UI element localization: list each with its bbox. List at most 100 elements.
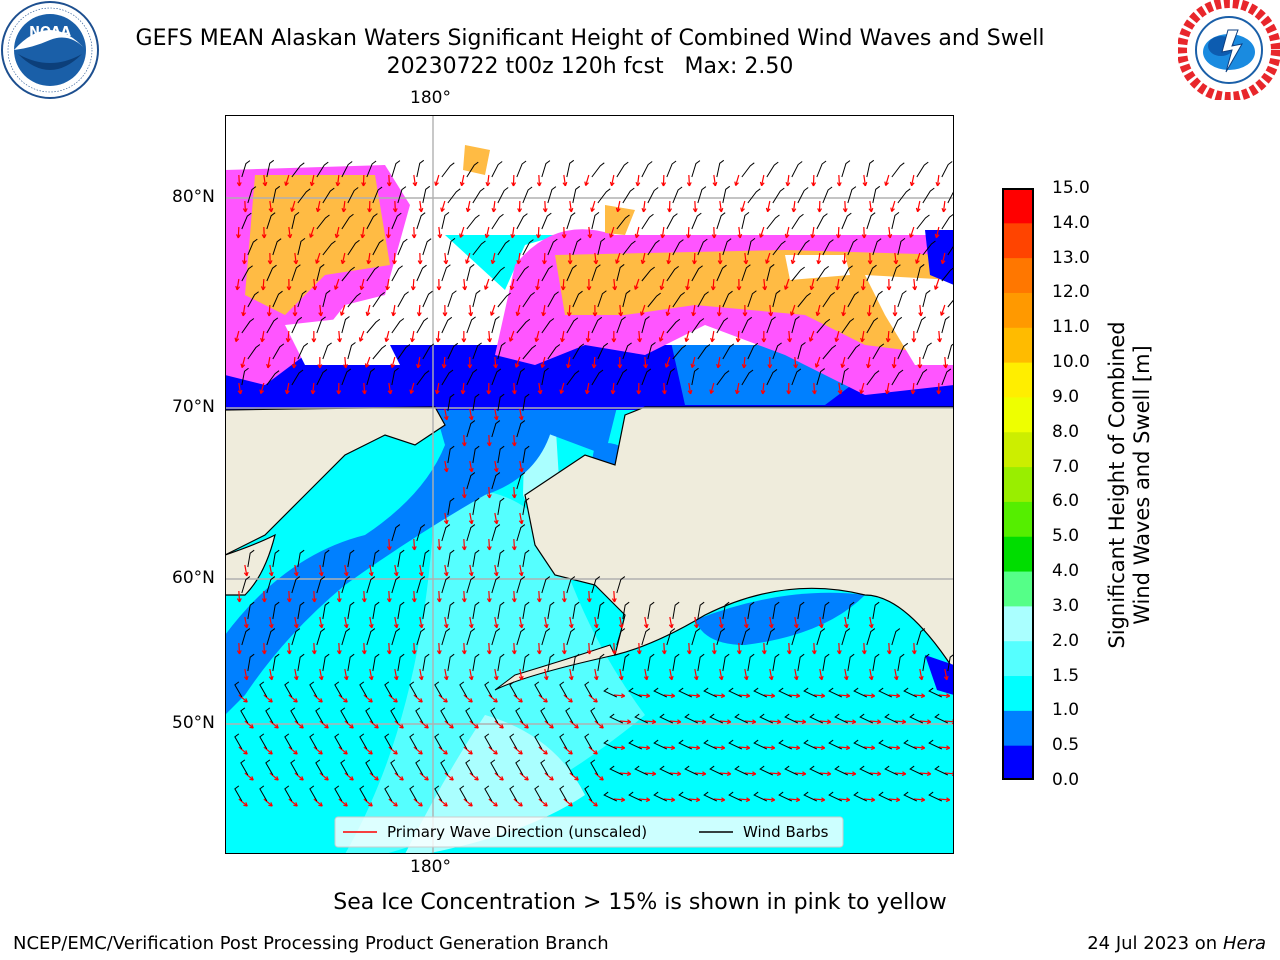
wave-arrow-head	[670, 693, 676, 699]
wave-arrow-head	[568, 698, 573, 703]
wave-arrow	[817, 252, 821, 264]
wave-arrow-head	[787, 338, 792, 343]
wind-barb	[822, 653, 830, 672]
wind-barb	[466, 316, 476, 334]
wave-arrow	[410, 382, 415, 394]
wind-barb	[409, 681, 418, 698]
wave-arrow	[586, 382, 590, 394]
wave-arrow	[719, 668, 723, 680]
wave-arrow-head	[335, 181, 341, 187]
wave-arrow	[237, 226, 240, 239]
wind-barb	[290, 759, 299, 776]
wave-arrow	[691, 356, 696, 368]
wave-arrow	[869, 616, 873, 628]
wave-arrow-head	[742, 312, 748, 317]
wind-barb	[472, 187, 485, 204]
wind-barb	[916, 214, 930, 230]
wave-arrow	[794, 772, 806, 775]
wind-barb	[716, 212, 726, 230]
wind-barb	[491, 213, 504, 230]
wind-barb	[241, 212, 252, 230]
wave-arrow-head	[587, 233, 593, 239]
wave-arrow	[919, 720, 931, 723]
wave-arrow-head	[876, 771, 882, 777]
wave-arrow	[360, 278, 365, 290]
wave-arrow	[741, 200, 746, 212]
wave-arrow-head	[768, 675, 774, 681]
wind-barb	[653, 739, 668, 750]
wave-arrow	[868, 304, 871, 317]
wave-arrow	[615, 252, 621, 264]
wave-arrow	[666, 304, 671, 316]
wind-barb	[391, 212, 402, 230]
wave-arrow-head	[640, 311, 645, 316]
wave-arrow-head	[866, 312, 872, 317]
colorbar-tick-label: 15.0	[1052, 178, 1090, 198]
wind-barb	[547, 344, 561, 360]
wind-barb	[841, 160, 851, 178]
wind-barb	[434, 681, 443, 698]
wave-arrow	[841, 356, 846, 368]
wind-barb	[241, 367, 249, 386]
wave-arrow	[340, 304, 346, 316]
wind-barb	[703, 687, 718, 698]
colorbar-segment	[1002, 466, 1034, 502]
wave-arrow	[713, 746, 725, 749]
wave-arrow-head	[761, 650, 767, 655]
wave-arrow-head	[359, 285, 365, 291]
wave-arrow	[438, 590, 441, 603]
colorbar-segment	[1002, 675, 1034, 711]
wind-barb	[728, 687, 743, 698]
wave-arrow-head	[861, 234, 867, 239]
wave-arrow	[494, 356, 497, 369]
wave-arrow	[484, 278, 490, 290]
wind-barb	[415, 707, 424, 724]
wave-arrow	[241, 356, 246, 368]
wave-arrow	[888, 694, 900, 697]
wave-arrow-head	[541, 311, 547, 317]
wave-arrow	[819, 668, 823, 680]
wave-arrow-head	[945, 693, 951, 699]
wave-arrow-head	[745, 745, 751, 751]
wind-barb	[322, 342, 332, 360]
wind-barb	[884, 713, 899, 724]
wind-barb	[616, 628, 626, 646]
credit-branch: NCEP/EMC/Verification Post Processing Pr…	[13, 933, 609, 954]
wind-barb	[641, 266, 655, 282]
wave-arrow-head	[486, 494, 492, 499]
wind-barb	[759, 765, 774, 776]
wave-arrow	[744, 252, 747, 264]
wind-barb	[666, 368, 675, 386]
wave-arrow-head	[651, 719, 657, 725]
wind-barb	[347, 292, 361, 308]
wave-arrow	[763, 642, 766, 655]
wind-barb	[822, 344, 837, 360]
wind-barb	[441, 576, 451, 594]
wave-arrow-head	[417, 260, 423, 265]
wave-arrow-head	[484, 285, 489, 290]
wave-arrow-head	[834, 337, 840, 343]
wave-arrow-head	[443, 519, 449, 525]
wave-arrow	[569, 668, 573, 680]
wind-barb	[947, 190, 954, 204]
wave-arrow-head	[511, 442, 517, 447]
wind-barb	[591, 316, 603, 334]
wave-arrow-head	[736, 286, 742, 291]
wind-barb	[897, 653, 905, 672]
wave-arrow-head	[367, 208, 373, 213]
wave-arrow	[465, 252, 471, 264]
wave-arrow	[444, 564, 448, 576]
wind-barb	[616, 316, 626, 334]
wave-arrow-head	[510, 233, 516, 239]
wave-arrow-head	[418, 571, 424, 577]
wind-barb	[941, 368, 952, 386]
wind-barb	[641, 316, 650, 334]
wind-barb	[922, 187, 935, 204]
wave-arrow-head	[262, 181, 268, 187]
wave-arrow	[463, 642, 466, 655]
wind-barb	[497, 187, 509, 204]
wave-arrow-head	[435, 338, 441, 343]
wave-arrow-head	[462, 286, 468, 291]
wind-barb	[672, 653, 680, 672]
wave-arrow-head	[692, 208, 698, 213]
